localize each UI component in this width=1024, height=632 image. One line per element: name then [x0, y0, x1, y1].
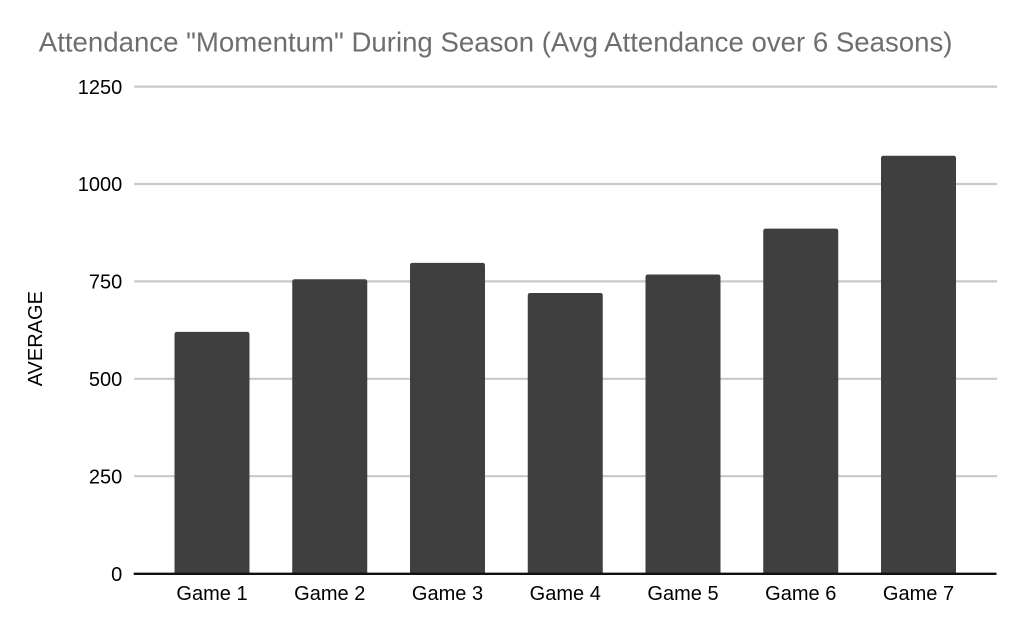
svg-text:250: 250 [89, 466, 122, 488]
svg-text:1250: 1250 [78, 77, 123, 99]
svg-text:Game 6: Game 6 [765, 583, 836, 605]
svg-text:Game 1: Game 1 [176, 583, 247, 605]
svg-text:1000: 1000 [78, 174, 123, 196]
svg-text:750: 750 [89, 272, 122, 294]
svg-text:500: 500 [89, 369, 122, 391]
svg-text:AVERAGE: AVERAGE [25, 291, 47, 386]
svg-text:Game 7: Game 7 [883, 583, 954, 605]
svg-text:Game 2: Game 2 [294, 583, 365, 605]
svg-text:Attendance "Momentum" During S: Attendance "Momentum" During Season (Avg… [39, 26, 953, 57]
svg-text:Game 4: Game 4 [530, 583, 601, 605]
svg-text:Game 3: Game 3 [412, 583, 483, 605]
svg-text:0: 0 [111, 564, 122, 586]
svg-text:Game 5: Game 5 [647, 583, 718, 605]
